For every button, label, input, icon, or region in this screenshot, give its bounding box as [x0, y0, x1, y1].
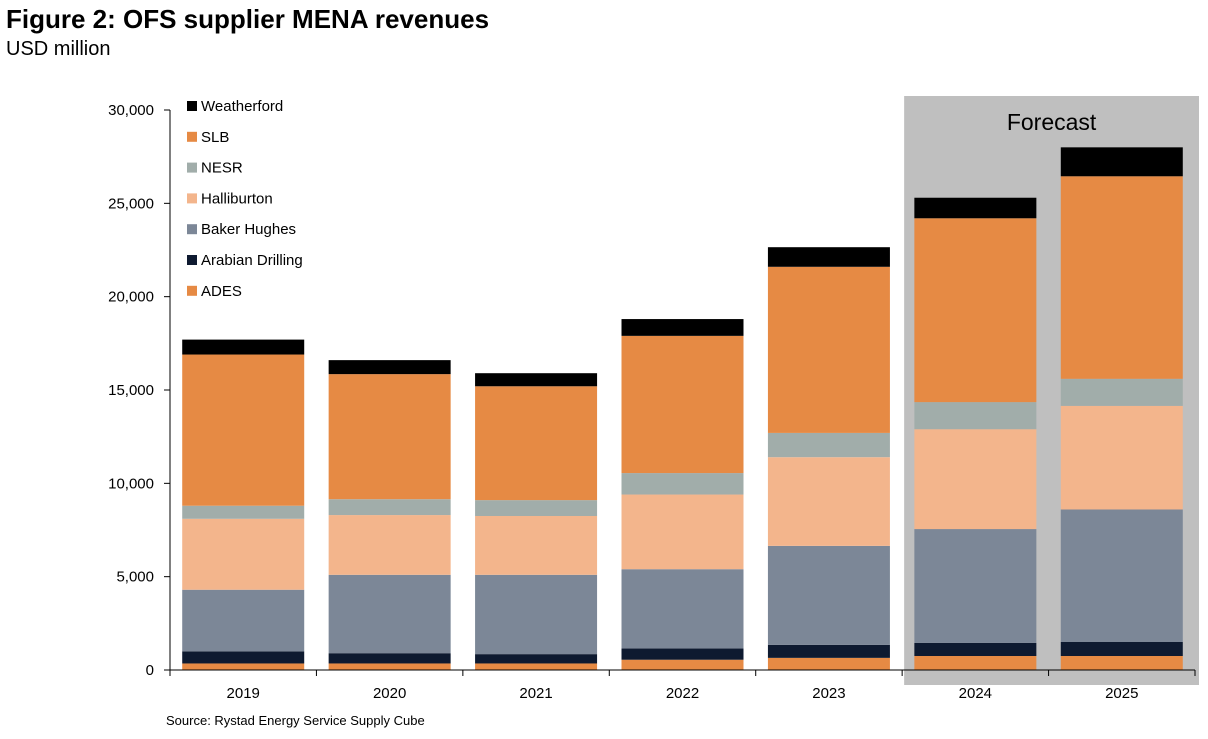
bar-segment [914, 429, 1037, 530]
x-tick-label: 2025 [1105, 685, 1138, 702]
y-tick-label: 5,000 [116, 569, 154, 586]
bar-segment [1060, 642, 1183, 656]
bar-segment [182, 339, 305, 355]
bar-segment [767, 266, 890, 433]
x-tick-label: 2024 [959, 685, 992, 702]
legend-label: ADES [201, 283, 242, 300]
legend-item: Arabian Drilling [187, 252, 303, 269]
y-tick-label: 0 [146, 662, 154, 679]
legend-item: ADES [187, 283, 242, 300]
y-tick-label: 10,000 [108, 475, 154, 492]
bar-segment [914, 218, 1037, 403]
legend-label: Arabian Drilling [201, 252, 303, 269]
legend-item: NESR [187, 160, 243, 177]
bar-segment [1060, 405, 1183, 510]
bar-segment [1060, 147, 1183, 177]
x-tick-label: 2019 [227, 685, 260, 702]
bar-segment [328, 374, 451, 500]
bar-segment [475, 373, 598, 387]
bar-segment [1060, 176, 1183, 379]
legend-swatch [187, 131, 197, 142]
bar-segment [328, 574, 451, 654]
bar-segment [621, 319, 744, 336]
bar-segment [621, 473, 744, 495]
bar-segment [1060, 378, 1183, 406]
bar-segment [621, 335, 744, 474]
x-tick-label: 2020 [373, 685, 406, 702]
bar-segment [328, 499, 451, 516]
forecast-label: Forecast [1007, 109, 1097, 135]
legend-label: SLB [201, 129, 229, 146]
bar-segment [621, 659, 744, 670]
bar-segment [182, 505, 305, 519]
y-tick-label: 15,000 [108, 382, 154, 399]
legend-item: Weatherford [187, 98, 283, 115]
bar-segment [914, 642, 1037, 656]
bar-segment [328, 515, 451, 575]
bar-segment [621, 494, 744, 570]
bar-segment [621, 569, 744, 649]
legend-swatch [187, 285, 197, 296]
legend-item: Halliburton [187, 190, 273, 207]
legend-swatch [187, 162, 197, 173]
bar-segment [475, 500, 598, 516]
legend-item: Baker Hughes [187, 221, 296, 238]
x-tick-label: 2023 [812, 685, 845, 702]
bar-segment [767, 247, 890, 267]
bar-segment [328, 663, 451, 670]
bar-segment [182, 589, 305, 652]
bar-segment [914, 656, 1037, 670]
bar-segment [475, 574, 598, 655]
bar-segment [328, 360, 451, 375]
legend-label: Halliburton [201, 190, 273, 207]
legend-label: NESR [201, 160, 243, 177]
bar-segment [767, 432, 890, 458]
bar-segment [1060, 656, 1183, 670]
bar-segment [914, 197, 1037, 219]
legend-item: SLB [187, 129, 229, 146]
source-note: Source: Rystad Energy Service Supply Cub… [166, 713, 425, 728]
bar-segment [475, 386, 598, 501]
legend-swatch [187, 193, 197, 204]
bar-segment [1060, 509, 1183, 642]
bar-segment [767, 644, 890, 658]
chart-title: Figure 2: OFS supplier MENA revenues [6, 4, 490, 34]
y-tick-label: 20,000 [108, 289, 154, 306]
bar-segment [767, 657, 890, 670]
bar-segment [475, 663, 598, 670]
bar-segment [621, 648, 744, 660]
x-tick-label: 2022 [666, 685, 699, 702]
bar-segment [182, 663, 305, 670]
y-tick-label: 30,000 [108, 102, 154, 119]
legend-label: Baker Hughes [201, 221, 296, 238]
bar-segment [182, 651, 305, 664]
y-tick-label: 25,000 [108, 195, 154, 212]
bar-segment [182, 354, 305, 506]
bar-segment [328, 653, 451, 664]
bar-segment [767, 545, 890, 645]
bar-segment [914, 402, 1037, 430]
bar-segment [914, 529, 1037, 643]
bar-segment [475, 516, 598, 575]
legend-swatch [187, 101, 197, 111]
legend-swatch [187, 224, 197, 235]
legend-swatch [187, 255, 197, 265]
legend-label: Weatherford [201, 98, 283, 115]
bar-segment [767, 457, 890, 546]
chart-subtitle: USD million [6, 38, 111, 60]
bar-segment [475, 654, 598, 664]
x-tick-label: 2021 [519, 685, 552, 702]
bar-segment [182, 518, 305, 590]
